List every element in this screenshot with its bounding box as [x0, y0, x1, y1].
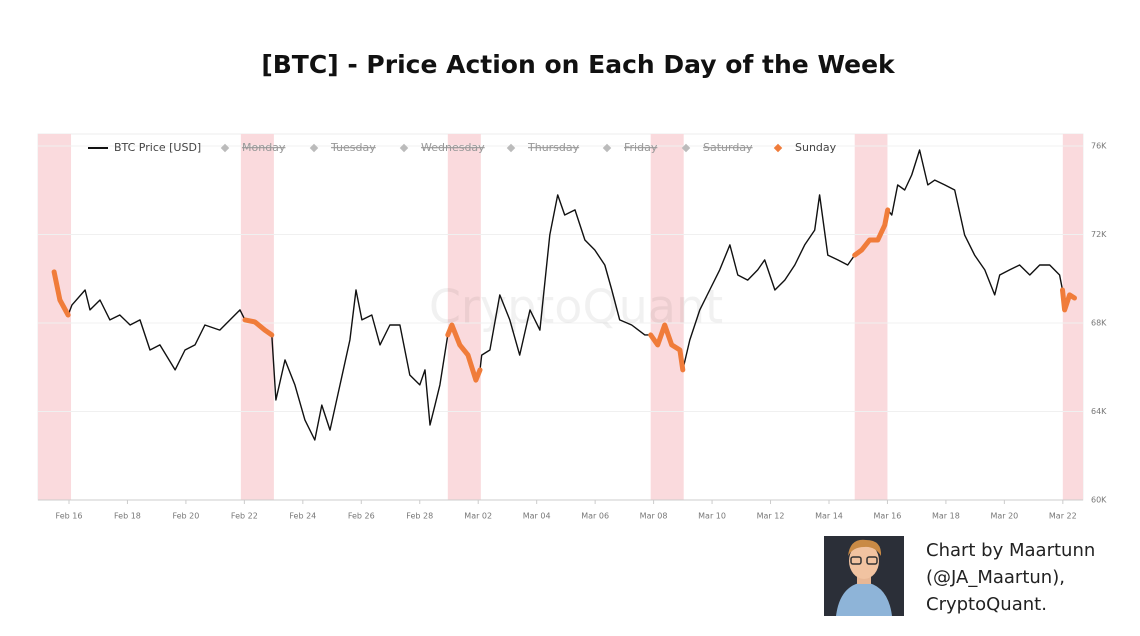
sunday-band — [650, 134, 684, 500]
sunday-band — [1062, 134, 1083, 500]
x-tick-label: Mar 06 — [581, 512, 609, 521]
legend-label: BTC Price [USD] — [114, 141, 201, 154]
legend-swatch — [220, 143, 230, 153]
x-tick-label: Feb 28 — [406, 512, 433, 521]
x-tick-label: Mar 22 — [1049, 512, 1077, 521]
legend-swatch — [399, 143, 409, 153]
author-avatar — [824, 536, 904, 616]
x-tick-label: Mar 10 — [698, 512, 726, 521]
sunday-band — [38, 134, 72, 500]
credit-line: CryptoQuant. — [926, 594, 1047, 615]
legend-swatch — [309, 143, 319, 153]
x-tick-label: Feb 24 — [289, 512, 316, 521]
legend-swatch — [773, 143, 783, 153]
x-tick-label: Feb 22 — [231, 512, 258, 521]
y-tick-label: 64K — [1091, 407, 1107, 416]
credit: Chart by Maartunn (@JA_Maartun), CryptoQua… — [926, 540, 1095, 615]
x-tick-label: Feb 18 — [114, 512, 141, 521]
legend-label: Tuesday — [330, 141, 376, 154]
legend-swatch — [506, 143, 516, 153]
x-tick-label: Feb 26 — [348, 512, 375, 521]
x-tick-label: Mar 02 — [464, 512, 492, 521]
legend-label: Thursday — [527, 141, 580, 154]
chart-title: [BTC] - Price Action on Each Day of the … — [261, 50, 896, 79]
x-tick-label: Mar 04 — [523, 512, 551, 521]
x-tick-label: Mar 20 — [990, 512, 1018, 521]
x-tick-label: Feb 20 — [172, 512, 199, 521]
x-tick-label: Feb 16 — [56, 512, 83, 521]
x-tick-label: Mar 16 — [874, 512, 902, 521]
credit-line: (@JA_Maartun), — [926, 567, 1065, 588]
y-tick-label: 68K — [1091, 319, 1107, 328]
x-tick-label: Mar 18 — [932, 512, 960, 521]
legend-label: Wednesday — [421, 141, 485, 154]
y-tick-label: 60K — [1091, 496, 1107, 505]
legend-label: Monday — [242, 141, 286, 154]
highlight-line — [51, 207, 1077, 383]
credit-line: Chart by Maartunn — [926, 540, 1095, 561]
y-tick-label: 76K — [1091, 142, 1107, 151]
legend-label: Saturday — [703, 141, 753, 154]
sunday-band — [240, 134, 274, 500]
x-tick-label: Mar 12 — [757, 512, 785, 521]
x-tick-label: Mar 08 — [640, 512, 668, 521]
x-tick-label: Mar 14 — [815, 512, 843, 521]
legend-label: Sunday — [795, 141, 837, 154]
legend-label: Friday — [624, 141, 658, 154]
legend-swatch — [602, 143, 612, 153]
sunday-band — [447, 134, 481, 500]
plot-area: 60K 64K 68K 72K 76K Feb 16 Feb 18 Feb 20 Feb 22 F… — [37, 133, 1107, 521]
watermark: CryptoQuant — [429, 280, 723, 334]
y-tick-label: 72K — [1091, 230, 1107, 239]
sunday-band — [854, 134, 888, 500]
